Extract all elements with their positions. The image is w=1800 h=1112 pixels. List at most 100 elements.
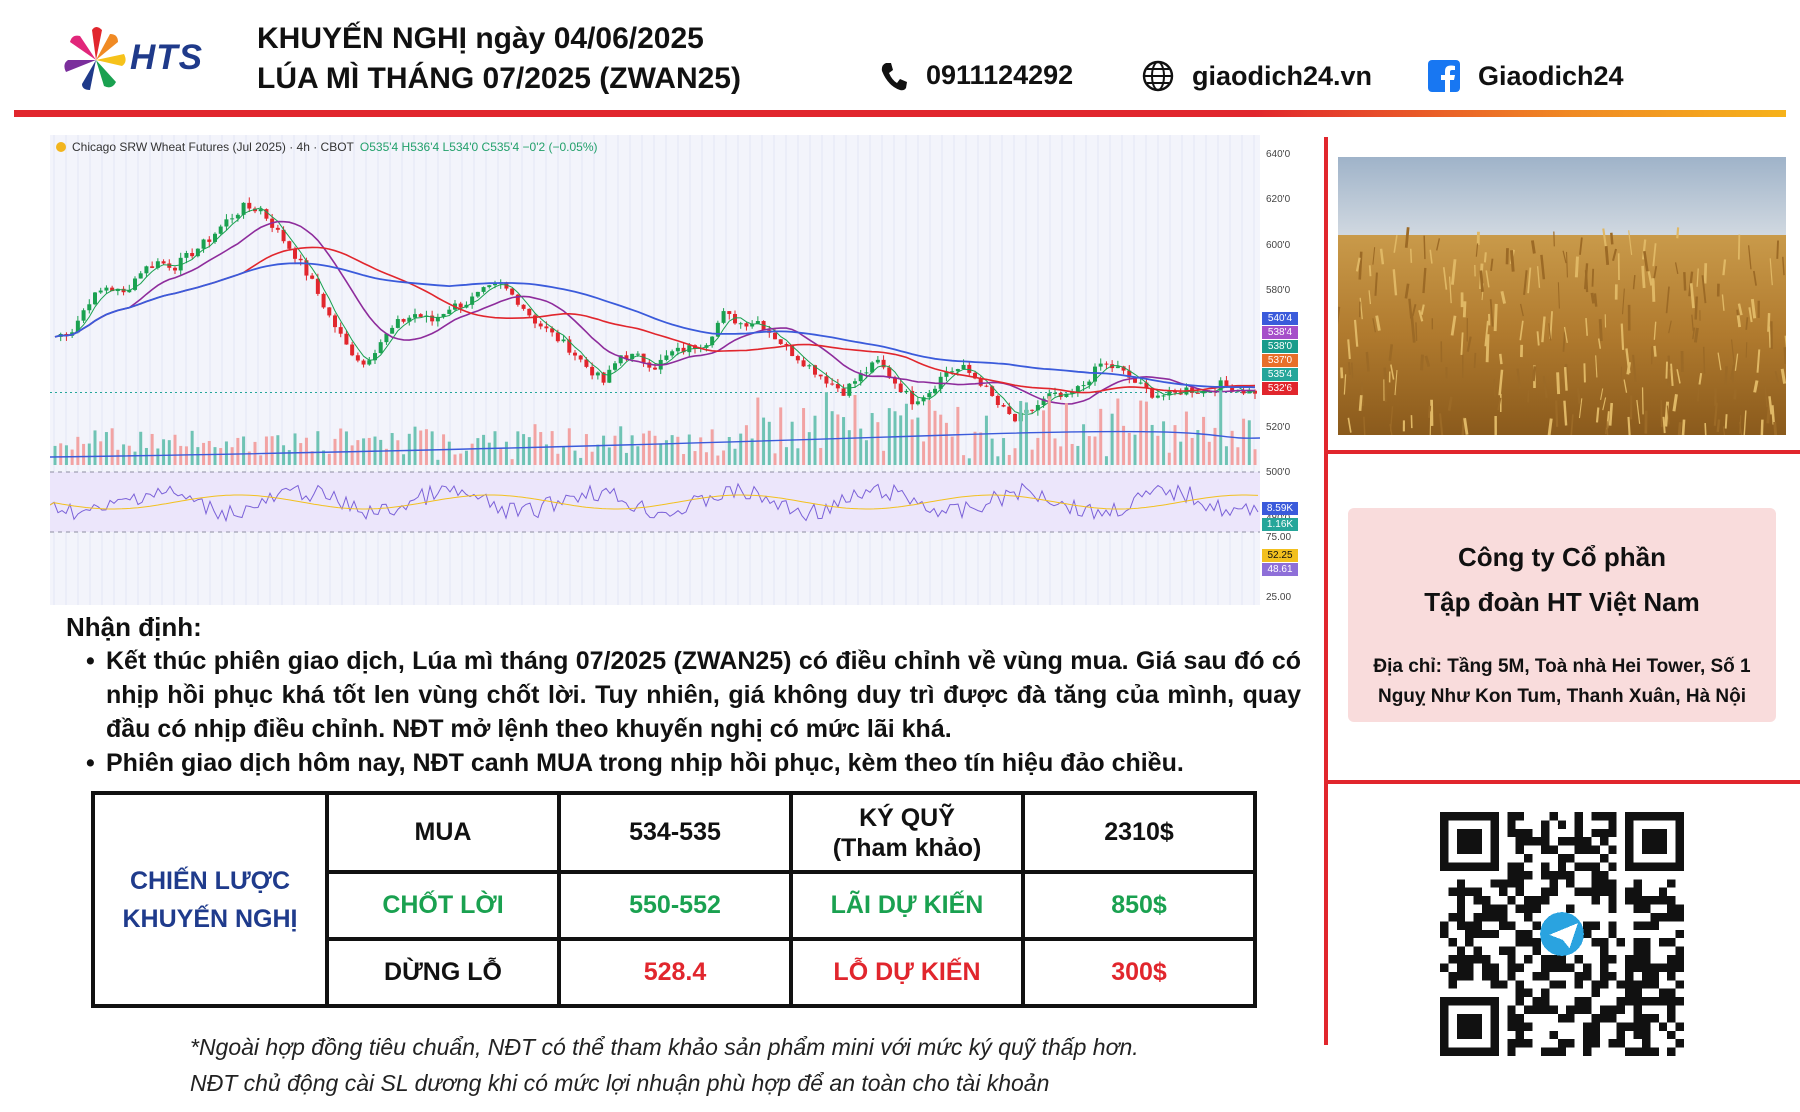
candle-body (395, 319, 400, 328)
candle-body (847, 383, 852, 396)
candle-body (590, 366, 595, 376)
qr-module (1625, 887, 1634, 897)
qr-finder-center (1641, 828, 1668, 855)
candle-body (595, 372, 600, 376)
volume-bar (213, 447, 217, 465)
candle-body (1230, 385, 1235, 392)
qr-module (1675, 955, 1684, 964)
qr-module (1507, 896, 1516, 905)
qr-module (1566, 1013, 1575, 1023)
wheat-stalk (1702, 346, 1706, 374)
volume-bar (59, 443, 63, 465)
candle-body (653, 367, 657, 370)
qr-module (1633, 904, 1642, 913)
qr-module (1532, 921, 1541, 930)
volume-bar (642, 433, 646, 465)
qr-module (1456, 879, 1466, 888)
candle-body (1110, 364, 1115, 369)
wheat-stalk (1768, 396, 1773, 415)
stop-loss-label: DỪNG LỖ (325, 937, 561, 1008)
volume-bar (93, 430, 97, 465)
qr-module (1658, 988, 1668, 998)
volume-bar (544, 444, 548, 465)
website-contact[interactable]: giaodich24.vn (1142, 60, 1372, 92)
candle-body (367, 360, 372, 365)
qr-module (1540, 887, 1550, 897)
qr-module (1591, 980, 1600, 989)
footnote-line1: *Ngoài hợp đồng tiêu chuẩn, NĐT có thể t… (190, 1034, 1139, 1060)
volume-bar (962, 455, 966, 465)
candle-body (1195, 392, 1200, 394)
qr-module (1599, 828, 1609, 838)
facebook-contact[interactable]: Giaodich24 (1428, 60, 1624, 92)
qr-module (1566, 854, 1575, 863)
telegram-qr-code[interactable] (1440, 812, 1684, 1056)
qr-module (1675, 963, 1684, 972)
wheat-stalk (1767, 313, 1771, 332)
candle-body (338, 327, 343, 334)
qr-module (1456, 971, 1466, 981)
qr-module (1591, 887, 1600, 897)
volume-bar (653, 435, 657, 465)
wheat-stalk (1704, 423, 1707, 435)
volume-bar (916, 417, 920, 465)
qr-module (1633, 963, 1642, 972)
wheat-stalk (1643, 250, 1649, 272)
candle-body (521, 304, 526, 309)
facebook-page: Giaodich24 (1478, 60, 1624, 91)
candle-body (281, 229, 286, 242)
volume-bar (270, 436, 274, 465)
qr-module (1574, 812, 1584, 821)
qr-module (1532, 971, 1541, 981)
qr-module (1540, 837, 1550, 846)
candle-body (790, 344, 795, 357)
qr-module (1583, 1030, 1592, 1040)
volume-bar (482, 434, 486, 465)
volume-bar (624, 452, 628, 465)
qr-module (1650, 896, 1659, 905)
qr-module (1549, 845, 1558, 855)
wheat-stalk (1610, 232, 1614, 245)
volume-bar (1002, 438, 1006, 465)
qr-module (1557, 1047, 1567, 1056)
qr-module (1507, 1013, 1516, 1023)
qr-module (1490, 904, 1499, 913)
qr-module (1540, 955, 1550, 964)
expected-profit-label: LÃI DỰ KIẾN (789, 870, 1025, 941)
wheat-stalk (1563, 366, 1568, 391)
qr-module (1667, 896, 1676, 905)
qr-module (1650, 971, 1659, 981)
qr-finder-center (1456, 828, 1483, 855)
candle-body (870, 362, 875, 373)
volume-bar (133, 451, 137, 465)
candle-body (915, 401, 920, 405)
qr-module (1675, 1022, 1684, 1031)
qr-module (1633, 955, 1642, 964)
qr-module (1658, 1022, 1668, 1031)
candle-body (778, 339, 783, 344)
volume-bar (53, 445, 57, 465)
qr-module (1507, 812, 1516, 821)
phone-contact[interactable]: 0911124292 (880, 60, 1073, 91)
qr-module (1540, 820, 1550, 829)
wheat-stalk (1484, 320, 1489, 347)
qr-module (1507, 963, 1516, 972)
candle-body (150, 266, 155, 268)
qr-module (1482, 912, 1491, 922)
qr-module (1574, 820, 1584, 829)
qr-module (1658, 997, 1668, 1006)
wheat-stalk (1698, 373, 1703, 385)
wheat-stalk (1563, 400, 1568, 426)
wheat-stalk (1389, 423, 1393, 435)
wheat-stalk (1359, 297, 1363, 320)
qr-module (1456, 896, 1466, 905)
candle-body (601, 372, 606, 383)
volume-bar (487, 442, 491, 465)
candle-body (578, 355, 583, 360)
candle-body (670, 351, 675, 356)
candle-body (287, 241, 292, 249)
qr-module (1515, 963, 1525, 972)
qr-module (1473, 946, 1483, 956)
volume-bar (779, 407, 783, 465)
candle-body (435, 316, 440, 322)
